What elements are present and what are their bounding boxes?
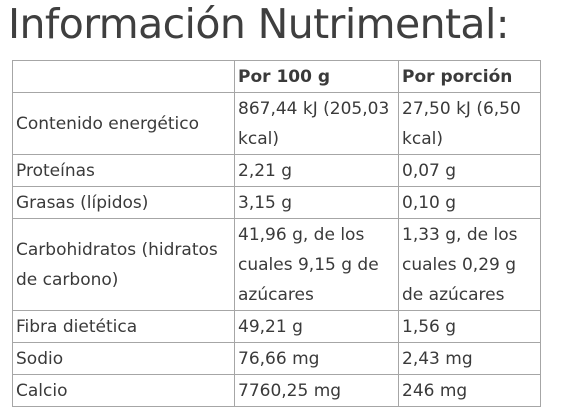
sodium-per-100g: 76,66 mg bbox=[234, 342, 399, 375]
row-label-carbohydrates: Carbohidratos (hidratos de carbono) bbox=[12, 218, 235, 311]
carbohydrates-per-portion: 1,33 g, de los cuales 0,29 g de azúcares bbox=[398, 218, 541, 311]
carbohydrates-per-100g: 41,96 g, de los cuales 9,15 g de azúcare… bbox=[234, 218, 399, 311]
calcium-per-100g: 7760,25 mg bbox=[234, 374, 399, 407]
sodium-per-portion: 2,43 mg bbox=[398, 342, 541, 375]
table-row: Proteínas 2,21 g 0,07 g bbox=[12, 154, 541, 187]
row-label-calcium: Calcio bbox=[12, 374, 235, 407]
protein-per-100g: 2,21 g bbox=[234, 154, 399, 187]
row-label-sodium: Sodio bbox=[12, 342, 235, 375]
row-label-energy: Contenido energético bbox=[12, 92, 235, 155]
table-row: Fibra dietética 49,21 g 1,56 g bbox=[12, 310, 541, 343]
header-per-100g: Por 100 g bbox=[234, 60, 399, 93]
row-label-fat: Grasas (lípidos) bbox=[12, 186, 235, 219]
protein-per-portion: 0,07 g bbox=[398, 154, 541, 187]
table-row: Sodio 76,66 mg 2,43 mg bbox=[12, 342, 541, 375]
table-row: Grasas (lípidos) 3,15 g 0,10 g bbox=[12, 186, 541, 219]
page-title: Información Nutrimental: bbox=[8, 0, 510, 48]
header-per-portion: Por porción bbox=[398, 60, 541, 93]
energy-per-portion: 27,50 kJ (6,50 kcal) bbox=[398, 92, 541, 155]
table-header-row: Por 100 g Por porción bbox=[12, 60, 541, 93]
fat-per-portion: 0,10 g bbox=[398, 186, 541, 219]
table-row: Contenido energético 867,44 kJ (205,03 k… bbox=[12, 92, 541, 155]
table-row: Carbohidratos (hidratos de carbono) 41,9… bbox=[12, 218, 541, 311]
energy-per-100g: 867,44 kJ (205,03 kcal) bbox=[234, 92, 399, 155]
calcium-per-portion: 246 mg bbox=[398, 374, 541, 407]
fiber-per-100g: 49,21 g bbox=[234, 310, 399, 343]
row-label-protein: Proteínas bbox=[12, 154, 235, 187]
nutrition-table: Por 100 g Por porción Contenido energéti… bbox=[12, 60, 541, 407]
header-nutrient bbox=[12, 60, 235, 93]
fiber-per-portion: 1,56 g bbox=[398, 310, 541, 343]
table-row: Calcio 7760,25 mg 246 mg bbox=[12, 374, 541, 407]
row-label-fiber: Fibra dietética bbox=[12, 310, 235, 343]
fat-per-100g: 3,15 g bbox=[234, 186, 399, 219]
